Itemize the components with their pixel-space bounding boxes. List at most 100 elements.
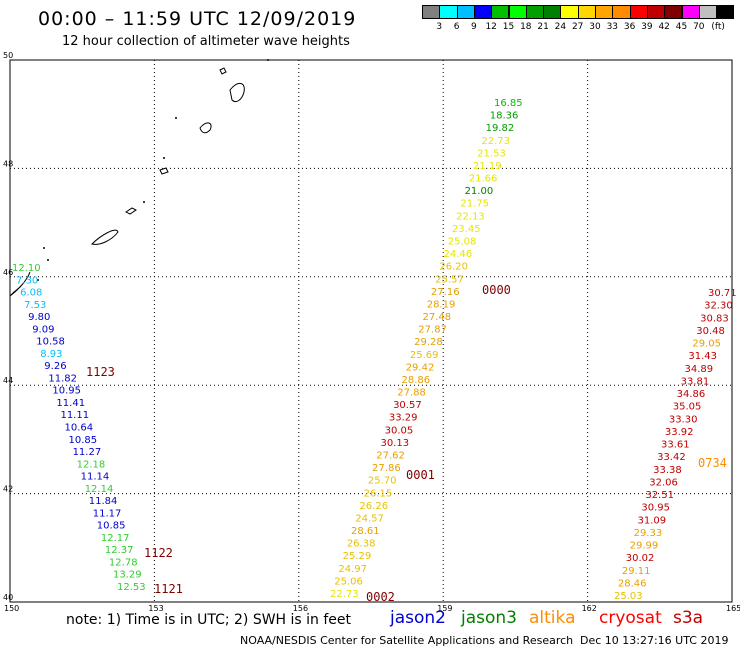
time-label: 0002 [366, 590, 395, 604]
wave-height-label: 27.86 [372, 463, 401, 474]
wave-height-label: 30.57 [393, 400, 422, 411]
wave-height-label: 10.58 [36, 337, 65, 348]
wave-height-label: 9.80 [28, 312, 50, 323]
wave-height-label: 27.88 [397, 388, 426, 399]
x-tick-label: 165 [726, 604, 740, 613]
wave-height-label: 30.48 [696, 326, 725, 337]
wave-height-label: 10.85 [97, 521, 126, 532]
wave-height-label: 22.73 [481, 136, 510, 147]
scale-label: 39 [641, 22, 653, 32]
wave-height-label: 28.86 [401, 375, 430, 386]
wave-height-label: 33.38 [653, 465, 682, 476]
wave-height-label: 33.42 [657, 452, 686, 463]
scale-label: 42 [658, 22, 670, 32]
wave-height-label: 29.99 [630, 541, 659, 552]
island-outline [229, 83, 245, 103]
legend-jason2: jason2 [390, 608, 446, 628]
wave-height-label: 27.48 [423, 312, 452, 323]
wave-height-label: 31.09 [638, 515, 667, 526]
x-tick-label: 150 [4, 604, 19, 613]
wave-height-label: 9.09 [32, 324, 54, 335]
legend-cryosat: cryosat [599, 608, 662, 628]
wave-height-label: 12.37 [105, 545, 134, 556]
wave-height-label: 27.62 [376, 451, 405, 462]
wave-height-label: 33.81 [681, 376, 710, 387]
time-label: 0001 [406, 468, 435, 482]
wave-height-label: 10.85 [69, 435, 98, 446]
wave-height-label: 12.78 [109, 557, 138, 568]
legend-altika: altika [529, 608, 576, 628]
wave-height-label: 13.29 [113, 570, 142, 581]
y-tick-label: 50 [3, 51, 13, 60]
wave-height-label: 19.82 [486, 123, 515, 134]
island-outline [199, 122, 212, 134]
time-label: 1123 [86, 365, 115, 379]
legend-s3a: s3a [673, 608, 704, 628]
island-dot [37, 279, 39, 281]
x-tick-label: 153 [148, 604, 163, 613]
wave-height-label: 7.30 [16, 275, 38, 286]
footer-credit: NOAA/NESDIS Center for Satellite Applica… [240, 634, 574, 647]
wave-height-label: 30.13 [380, 438, 409, 449]
wave-height-label: 16.85 [494, 98, 523, 109]
wave-height-label: 28.61 [351, 526, 380, 537]
island-dot [267, 59, 269, 61]
scale-label: 36 [623, 22, 636, 32]
island-dot [47, 259, 49, 261]
wave-height-label: 30.05 [385, 425, 414, 436]
wave-height-label: 10.95 [52, 386, 81, 397]
wave-height-label: 25.03 [614, 591, 643, 602]
wave-height-label: 25.70 [368, 476, 397, 487]
scale-label: 9 [471, 22, 477, 32]
scale-label: 33 [606, 22, 619, 32]
wave-height-label: 32.51 [645, 490, 674, 501]
wave-height-label: 6.08 [20, 288, 42, 299]
wave-height-label: 7.53 [24, 300, 46, 311]
page-subtitle: 12 hour collection of altimeter wave hei… [62, 34, 350, 49]
footer-timestamp: Dec 10 13:27:16 UTC 2019 [580, 634, 729, 647]
island-dot [163, 157, 165, 159]
island-dot [43, 247, 45, 249]
island-outline [219, 67, 227, 75]
scale-swatch [716, 5, 735, 19]
wave-height-label: 21.75 [460, 199, 489, 210]
scale-label: 70 [693, 22, 705, 32]
wave-height-label: 11.17 [93, 508, 122, 519]
wave-height-label: 8.93 [40, 349, 62, 360]
x-tick-label: 159 [437, 604, 452, 613]
wave-height-label: 34.86 [677, 389, 706, 400]
time-label: 0000 [482, 283, 511, 297]
wave-height-label: 29.42 [406, 362, 435, 373]
wave-height-label: 29.33 [634, 528, 663, 539]
wave-height-label: 26.20 [439, 262, 468, 273]
wave-height-label: 11.27 [73, 447, 102, 458]
wave-height-label: 25.69 [410, 350, 439, 361]
wave-height-label: 11.84 [89, 496, 118, 507]
island-dot [143, 201, 145, 203]
scale-label: 45 [675, 22, 688, 32]
wave-height-label: 33.29 [389, 413, 418, 424]
wave-height-label: 29.11 [622, 566, 651, 577]
wave-height-label: 24.57 [355, 513, 384, 524]
wave-height-label: 31.43 [688, 351, 717, 362]
x-tick-label: 162 [582, 604, 597, 613]
wave-height-label: 24.97 [338, 564, 367, 575]
y-tick-label: 40 [3, 593, 13, 602]
island-outline [125, 207, 137, 215]
wave-height-label: 12.10 [12, 263, 41, 274]
map-frame [9, 59, 733, 603]
scale-label: 12 [485, 22, 497, 32]
wave-height-label: 11.14 [81, 472, 110, 483]
scale-label: 18 [520, 22, 532, 32]
wave-height-label: 33.92 [665, 427, 694, 438]
wave-height-label: 30.71 [708, 288, 737, 299]
wave-height-label: 25.08 [448, 236, 477, 247]
wave-height-label: 30.95 [641, 503, 670, 514]
wave-height-label: 32.06 [649, 477, 678, 488]
footer-note: note: 1) Time is in UTC; 2) SWH is in fe… [66, 612, 352, 628]
scale-label: (ft) [711, 22, 725, 32]
scale-label: 24 [554, 22, 567, 32]
x-tick-label: 156 [293, 604, 308, 613]
y-tick-label: 48 [3, 159, 13, 168]
